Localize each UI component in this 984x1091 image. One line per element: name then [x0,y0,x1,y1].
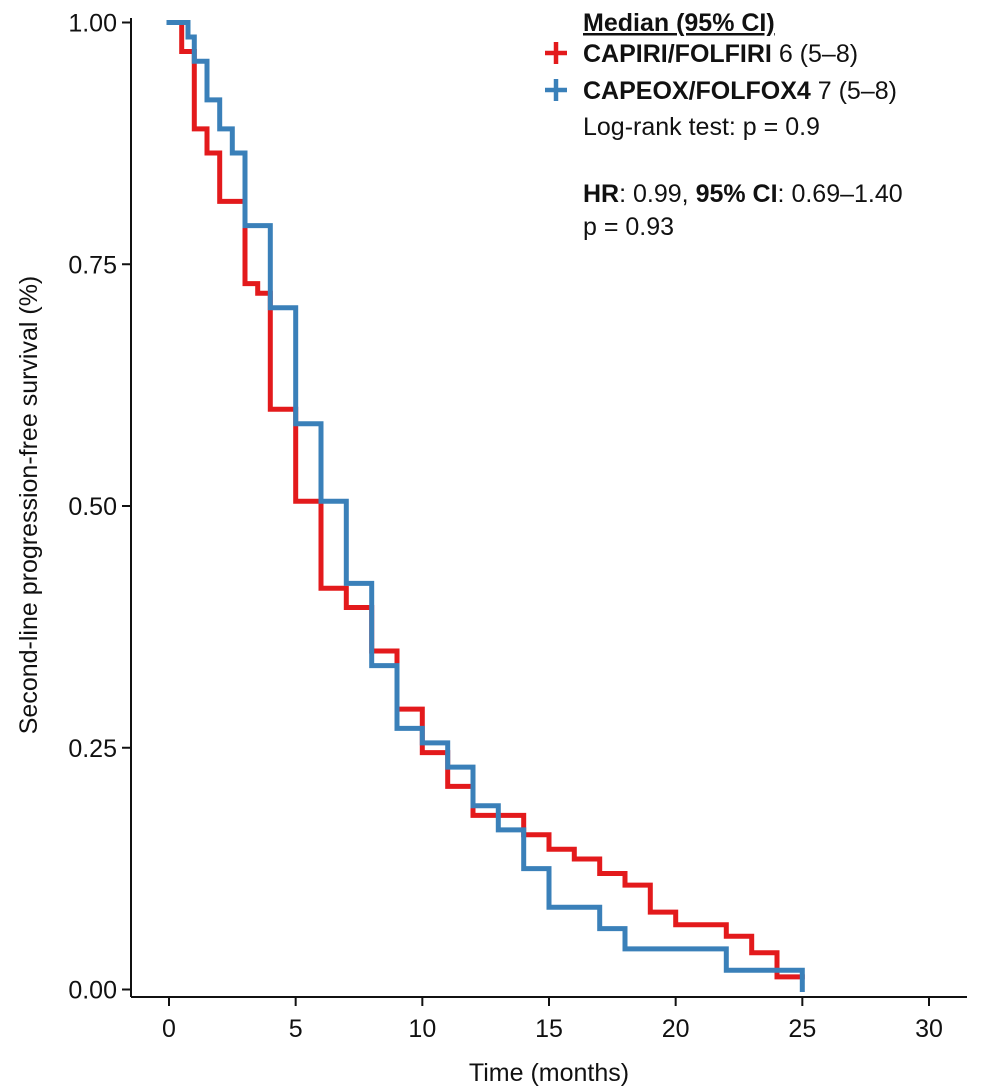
legend: Median (95% CI) CAPIRI/FOLFIRI 6 (5–8) C… [545,9,903,241]
legend-stat-capeox: 7 (5–8) [811,77,897,105]
legend-header: Median (95% CI) [583,9,775,37]
y-tick-label: 0.25 [68,735,117,763]
series-layer [166,20,805,992]
x-tick-label: 5 [289,1015,303,1043]
y-tick-label: 0.00 [68,977,117,1005]
x-ticks: 0 5 10 15 20 25 30 [162,997,943,1043]
x-tick-label: 20 [662,1015,690,1043]
legend-label-capiri: CAPIRI/FOLFIRI [583,40,772,68]
x-tick-label: 25 [788,1015,816,1043]
ci-value: : 0.69–1.40 [778,180,903,208]
hr-p-text: p = 0.93 [583,213,674,241]
y-tick-label: 1.00 [68,10,117,38]
ci-label: 95% CI [696,180,778,208]
y-ticks: 0.00 0.25 0.50 0.75 1.00 [68,10,131,1005]
series-line-capeox-folfox4 [166,20,805,992]
legend-marker-capeox [545,79,567,101]
y-axis: 0.00 0.25 0.50 0.75 1.00 [68,10,132,1005]
x-axis-title: Time (months) [469,1059,629,1087]
x-tick-label: 10 [408,1015,436,1043]
x-axis: 0 5 10 15 20 25 30 [131,996,967,1043]
legend-label-capeox: CAPEOX/FOLFOX4 [583,77,811,105]
legend-marker-capiri [545,42,567,64]
hr-value: : 0.99, [619,180,695,208]
hr-label: HR [583,180,619,208]
legend-stat-capiri: 6 (5–8) [772,40,858,68]
legend-entry-capeox-text: CAPEOX/FOLFOX4 7 (5–8) [583,77,897,105]
series-line-capiri-folfiri [166,20,805,980]
logrank-text: Log-rank test: p = 0.9 [583,113,820,141]
y-axis-title: Second-line progression-free survival (%… [15,276,43,735]
x-tick-label: 0 [162,1015,176,1043]
hr-text: HR: 0.99, 95% CI: 0.69–1.40 [583,180,903,208]
y-tick-label: 0.75 [68,251,117,279]
y-tick-label: 0.50 [68,493,117,521]
x-tick-label: 30 [915,1015,943,1043]
x-tick-label: 15 [535,1015,563,1043]
legend-entry-capiri-text: CAPIRI/FOLFIRI 6 (5–8) [583,40,858,68]
legend-entry-capiri: CAPIRI/FOLFIRI 6 (5–8) [545,40,858,68]
legend-entry-capeox: CAPEOX/FOLFOX4 7 (5–8) [545,77,897,105]
